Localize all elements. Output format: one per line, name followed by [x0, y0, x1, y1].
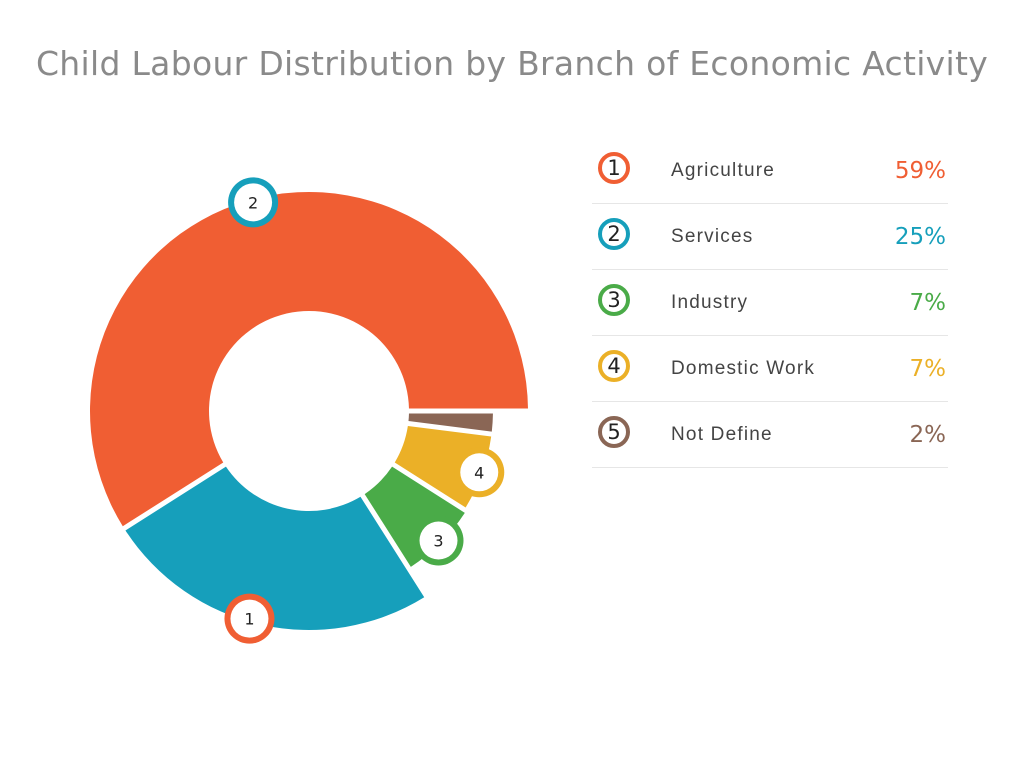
legend-number-badge: 4: [598, 350, 630, 382]
slice-badge-number: 2: [248, 193, 258, 212]
slice-badge-fill: [234, 183, 273, 222]
slice-badge-1: 1: [224, 593, 275, 644]
legend-number-badge: 3: [598, 284, 630, 316]
legend-label: Industry: [671, 292, 749, 313]
legend-label: Services: [671, 226, 754, 247]
slice-badge-number: 4: [474, 463, 484, 482]
slice-badge-fill: [460, 453, 499, 492]
legend-percentage: 7%: [909, 290, 947, 316]
legend-number-badge: 2: [598, 218, 630, 250]
legend-label: Not Define: [671, 424, 773, 445]
slice-badge-4: 4: [454, 447, 505, 498]
legend-percentage: 2%: [909, 422, 947, 448]
legend-item-industry: 3 Industry 7%: [592, 270, 948, 336]
chart-legend: 1 Agriculture 59% 2 Services 25% 3 Industry 7% 4 D…: [592, 138, 948, 468]
chart-title: Child Labour Distribution by Branch of E…: [35, 44, 989, 83]
donut-chart: 1 2 3 4: [89, 177, 528, 644]
legend-item-domestic-work: 4 Domestic Work 7%: [592, 336, 948, 402]
legend-item-agriculture: 1 Agriculture 59%: [592, 138, 948, 204]
legend-number-badge: 1: [598, 152, 630, 184]
legend-item-services: 2 Services 25%: [592, 204, 948, 270]
slice-badge-3: 3: [413, 515, 464, 566]
legend-percentage: 59%: [894, 158, 946, 184]
legend-label: Agriculture: [671, 160, 776, 181]
donut-slice-not-define: [408, 413, 493, 432]
legend-item-not-define: 5 Not Define 2%: [592, 402, 948, 468]
slice-badge-fill: [230, 599, 269, 638]
legend-percentage: 25%: [894, 224, 946, 250]
slice-badge-number: 1: [244, 610, 254, 629]
donut-slice-agriculture: [89, 191, 528, 527]
slice-badge-fill: [419, 521, 458, 560]
legend-percentage: 7%: [909, 356, 947, 382]
donut-slice-services: [125, 466, 425, 630]
slice-badge-number: 3: [433, 532, 443, 551]
legend-label: Domestic Work: [671, 358, 816, 379]
slice-badge-2: 2: [228, 177, 279, 228]
legend-number-badge: 5: [598, 416, 630, 448]
